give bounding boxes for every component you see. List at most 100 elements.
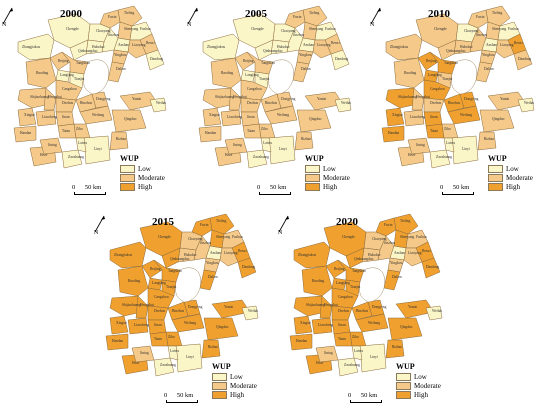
city-label: Fuxin xyxy=(200,223,209,227)
city-label: Weihai xyxy=(341,101,351,105)
region-map: Tieling Fuxin Shenyang Fushun ChaoyangJinzho… xyxy=(13,5,167,169)
city-label: Handan xyxy=(20,131,31,135)
region-fuxin xyxy=(99,9,121,29)
region-linyi xyxy=(451,135,479,165)
city-label: Yingkou xyxy=(206,261,219,265)
city-label: Tieling xyxy=(216,219,226,223)
city-label: Tianjin xyxy=(166,285,176,289)
region-xingtai xyxy=(385,107,405,127)
region-dalian xyxy=(475,61,493,83)
region-hengshui xyxy=(319,295,333,319)
city-label: Zhangjiakou xyxy=(207,45,225,49)
legend-label: High xyxy=(506,182,520,191)
region-rizhao xyxy=(109,131,129,151)
scale-bar xyxy=(74,192,106,195)
city-label: Chengde xyxy=(342,235,355,239)
city-label: Yantai xyxy=(408,305,417,309)
legend-title: WUP xyxy=(120,154,139,163)
region-zaozhuang xyxy=(61,149,83,169)
city-label: Shenyang xyxy=(124,27,138,31)
city-label: Binzhou xyxy=(265,101,277,105)
region-liaoyang xyxy=(495,39,515,59)
scale-zero: 0 xyxy=(348,392,352,399)
scale-zero: 0 xyxy=(72,184,76,191)
city-label: Xingtai xyxy=(300,321,311,325)
region-linyi xyxy=(83,135,111,165)
city-label: Beijing xyxy=(58,59,69,63)
region-baoding xyxy=(393,57,425,89)
scale-distance: 50 km xyxy=(269,184,287,191)
city-label: Dongying xyxy=(188,305,203,309)
city-label: Zhangjiakou xyxy=(390,45,408,49)
region-weifang xyxy=(79,105,113,125)
region-weihai xyxy=(149,97,167,113)
region-hengshui xyxy=(228,87,242,111)
legend-label: High xyxy=(230,390,244,399)
region-weihai xyxy=(241,305,259,321)
city-label: Dezhou xyxy=(430,101,441,105)
panel-year: 2000 xyxy=(60,8,82,20)
city-label: Binzhou xyxy=(172,309,184,313)
city-label: Chengde xyxy=(66,27,79,31)
legend: WUP Low Moderate High xyxy=(488,154,533,191)
city-label: Benxi xyxy=(331,41,340,45)
bohai-sea xyxy=(451,59,477,95)
city-label: Liaoyang xyxy=(317,43,331,47)
city-label: Qingdao xyxy=(309,117,322,121)
legend-item-high: High xyxy=(488,182,533,191)
scale-text: 0 50 km xyxy=(72,184,101,191)
city-label: Weifang xyxy=(184,321,196,325)
city-label: Dezhou xyxy=(154,309,165,313)
city-label: Cangzhou xyxy=(247,87,262,91)
city-label: Xingtai xyxy=(392,113,403,117)
legend-item-low: Low xyxy=(488,164,533,173)
region-qingdao xyxy=(111,109,147,133)
city-label: Yantai xyxy=(500,97,509,101)
city-label: Heze xyxy=(408,153,416,157)
city-label: Chengde xyxy=(434,27,447,31)
city-label: Taian xyxy=(430,129,438,133)
region-baoding xyxy=(301,265,333,297)
city-label: Hengshui xyxy=(140,303,154,307)
legend-item-moderate: Moderate xyxy=(212,381,257,390)
city-label: Weifang xyxy=(460,113,472,117)
city-label: Jinan xyxy=(247,115,255,119)
region-rizhao xyxy=(294,131,314,151)
city-label: Anshan xyxy=(486,43,497,47)
city-label: Baoding xyxy=(312,279,324,283)
city-label: Tieling xyxy=(400,219,410,223)
city-label: Zhangjiakou xyxy=(298,253,316,257)
city-label: Liaoyang xyxy=(408,251,422,255)
city-label: Fushun xyxy=(416,235,427,239)
region-xingtai xyxy=(202,107,222,127)
region-weihai xyxy=(334,97,352,113)
city-label: Zaozhuang xyxy=(160,363,176,367)
region-dandong xyxy=(421,257,441,279)
bohai-sea xyxy=(83,59,109,95)
region-linyi xyxy=(359,343,387,373)
city-label: Tangshan xyxy=(444,61,458,65)
city-label: Jining xyxy=(416,143,425,147)
legend-label: Low xyxy=(414,372,427,381)
region-laiwu xyxy=(167,345,179,361)
map-panel-2020: Tieling Fuxin Shenyang Fushun Chaoyang Jinzho… xyxy=(276,208,456,408)
city-label: Tangshan xyxy=(76,61,90,65)
region-zaozhuang xyxy=(246,149,268,169)
region-rizhao xyxy=(477,131,497,151)
scale-zero: 0 xyxy=(440,184,444,191)
region-qinhuangdao xyxy=(69,39,89,61)
legend-swatch xyxy=(212,390,227,399)
legend-label: High xyxy=(138,182,152,191)
city-label: Liaocheng xyxy=(42,115,57,119)
region-cangzhou xyxy=(55,79,83,101)
city-label: Zibo xyxy=(352,335,359,339)
city-label: Cangzhou xyxy=(338,295,353,299)
scale-distance: 50 km xyxy=(84,184,102,191)
legend-item-low: Low xyxy=(396,372,441,381)
city-label: Jinan xyxy=(338,323,346,327)
region-map: Tieling Fuxin Shenyang Fushun ChaoyangJinzho… xyxy=(381,5,535,169)
city-label: Zaozhuang xyxy=(68,155,84,159)
city-label: Yingkou xyxy=(114,53,127,57)
city-label: Qinhuangdao xyxy=(354,257,374,261)
city-label: Anshan xyxy=(118,43,129,47)
